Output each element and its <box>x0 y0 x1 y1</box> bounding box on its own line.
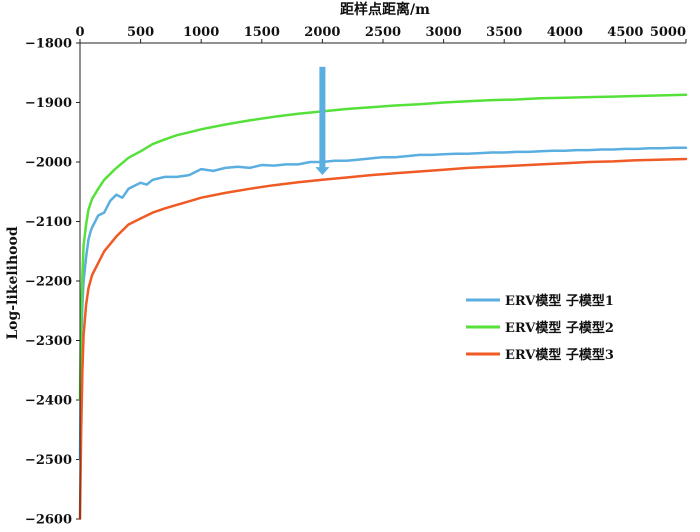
x-axis-title: 距样点距离/m <box>340 1 430 18</box>
y-tick-label: −2400 <box>25 394 72 409</box>
series-layer <box>78 93 688 521</box>
y-tick-label: −1900 <box>25 96 72 111</box>
x-tick-label: 3000 <box>426 25 462 40</box>
x-ticks: 0 500 1000 1500 2000 2500 3000 3500 4000 4500 5000 <box>75 25 687 43</box>
series-line-1 <box>78 146 688 461</box>
x-tick-label: 3500 <box>486 25 522 40</box>
x-tick-label: 1000 <box>183 25 219 40</box>
legend-label-2: ERV模型 子模型2 <box>505 320 614 336</box>
x-tick-label: 2500 <box>365 25 401 40</box>
x-tick-label: 4500 <box>607 25 643 40</box>
y-tick-label: −2300 <box>25 334 72 349</box>
legend-label-1: ERV模型 子模型1 <box>505 293 614 309</box>
x-tick-label: 1500 <box>244 25 280 40</box>
x-tick-label: 2000 <box>304 25 340 40</box>
y-tick-label: −2600 <box>25 513 72 528</box>
annotation-layer <box>315 66 330 176</box>
y-tick-label: −2200 <box>25 275 72 290</box>
x-tick-label: 5000 <box>650 25 686 40</box>
y-tick-label: −2000 <box>25 156 72 171</box>
y-tick-label: −2500 <box>25 453 72 468</box>
legend: ERV模型 子模型1 ERV模型 子模型2 ERV模型 子模型3 <box>466 293 614 363</box>
y-ticks: −1800 −1900 −2000 −2100 −2200 −2300 −2400 −2500… <box>25 37 80 528</box>
series-line-2 <box>78 93 688 402</box>
series-line-3 <box>78 157 688 521</box>
x-tick-label: 4000 <box>547 25 583 40</box>
legend-label-3: ERV模型 子模型3 <box>505 347 614 363</box>
annotation-arrow-head <box>315 167 330 176</box>
y-tick-label: −2100 <box>25 215 72 230</box>
annotation-arrow-shaft <box>319 66 326 169</box>
y-tick-label: −1800 <box>25 37 72 52</box>
x-tick-label: 500 <box>127 25 154 40</box>
y-axis-title: Log-likelihood <box>5 226 21 340</box>
x-tick-label: 0 <box>75 25 84 40</box>
